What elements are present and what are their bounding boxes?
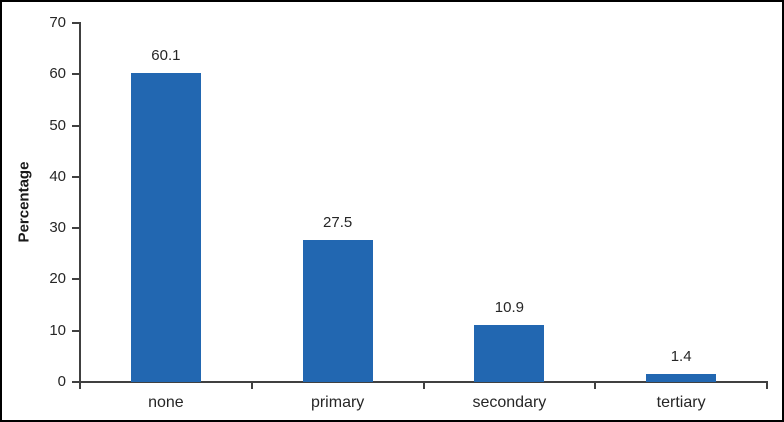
x-axis-line — [79, 381, 768, 383]
y-tick — [72, 175, 80, 178]
x-tick — [422, 383, 425, 389]
bar-value-label: 10.9 — [494, 299, 524, 317]
y-tick-label: 50 — [49, 116, 66, 134]
y-tick — [72, 329, 80, 332]
bar-value-label: 1.4 — [670, 347, 692, 365]
y-tick-label: 60 — [49, 65, 66, 83]
y-tick — [72, 278, 80, 281]
x-tick — [594, 383, 597, 389]
bar-value-label: 60.1 — [151, 46, 181, 64]
bar — [130, 72, 201, 382]
y-tick — [72, 22, 80, 24]
x-tick — [766, 383, 768, 389]
y-tick — [72, 227, 80, 230]
bar — [646, 373, 717, 382]
y-tick-label: 30 — [49, 219, 66, 237]
category-label: primary — [310, 394, 365, 411]
category-label: none — [148, 394, 184, 411]
bar — [302, 239, 373, 382]
y-axis-line — [79, 22, 81, 383]
y-tick-label: 20 — [49, 270, 66, 288]
y-tick — [72, 73, 80, 76]
y-tick-label: 0 — [57, 373, 66, 390]
category-label: secondary — [472, 394, 547, 411]
y-tick — [72, 124, 80, 127]
y-tick-label: 70 — [49, 14, 66, 31]
x-tick — [250, 383, 253, 389]
x-tick — [79, 383, 81, 389]
y-tick-label: 40 — [49, 167, 66, 185]
y-tick — [72, 381, 80, 383]
bar-value-label: 27.5 — [323, 213, 353, 231]
bar — [474, 325, 545, 382]
category-label: tertiary — [656, 394, 706, 411]
y-tick-label: 10 — [49, 321, 66, 339]
